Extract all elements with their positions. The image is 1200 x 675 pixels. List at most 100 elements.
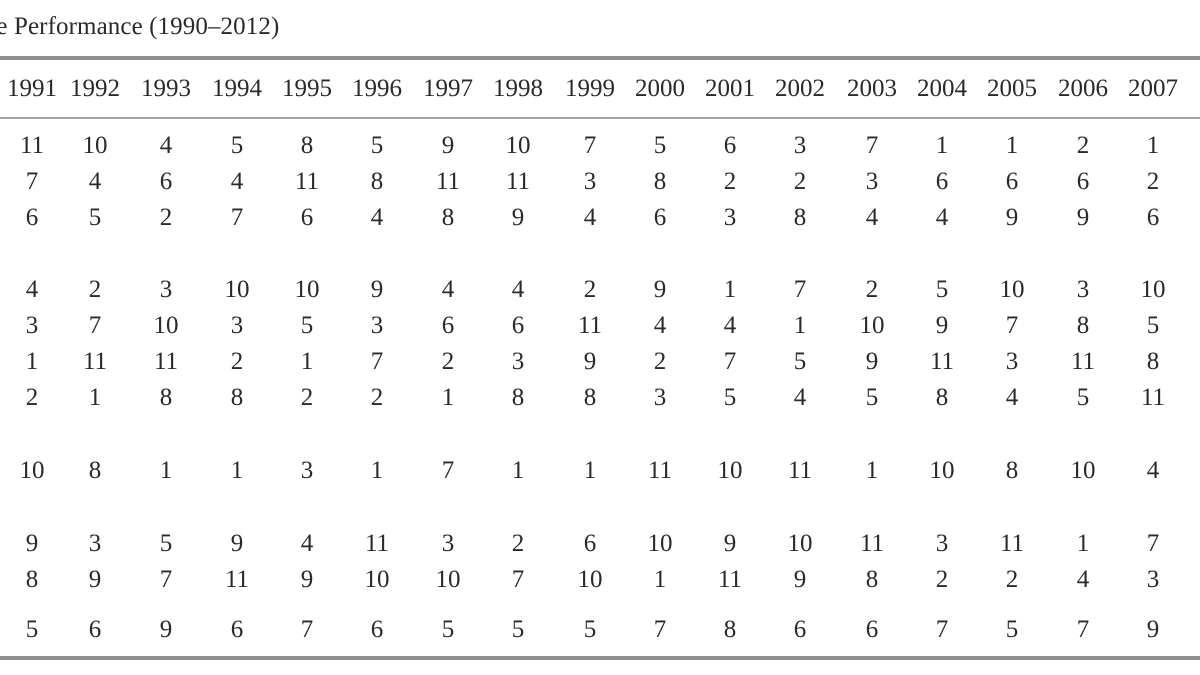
- column-header: 2004: [917, 75, 967, 102]
- table-cell: 3: [25, 312, 39, 339]
- table-cell: 7: [1076, 616, 1090, 643]
- column-header: 2005: [987, 75, 1037, 102]
- table-cell: 4: [25, 276, 39, 303]
- table-cell: 11: [647, 457, 673, 484]
- table-cell: 2: [159, 204, 173, 231]
- table-cell: 5: [511, 616, 525, 643]
- table-cell: 10: [294, 276, 320, 303]
- table-cell: 7: [230, 204, 244, 231]
- table-cell: 4: [1146, 457, 1160, 484]
- table-cell: 11: [1070, 348, 1096, 375]
- column-header: 1997: [423, 75, 473, 102]
- table-cell: 6: [865, 616, 879, 643]
- table-cell: 3: [1076, 276, 1090, 303]
- column-header: 2006: [1058, 75, 1108, 102]
- table-cell: 5: [1005, 616, 1019, 643]
- table-cell: 6: [370, 616, 384, 643]
- table-cell: 5: [1146, 312, 1160, 339]
- table-cell: 2: [1005, 566, 1019, 593]
- table-cell: 7: [583, 132, 597, 159]
- table-cell: 4: [583, 204, 597, 231]
- table-cell: 7: [865, 132, 879, 159]
- table-cell: 11: [717, 566, 743, 593]
- table-cell: 1: [1005, 132, 1019, 159]
- table-cell: 5: [865, 384, 879, 411]
- table-cell: 9: [583, 348, 597, 375]
- column-header: 1994: [212, 75, 262, 102]
- table-cell: 6: [653, 204, 667, 231]
- table-cell: 7: [1005, 312, 1019, 339]
- table-cell: 11: [999, 530, 1025, 557]
- table-cell: 9: [511, 204, 525, 231]
- table-cell: 11: [929, 348, 955, 375]
- table-cell: 4: [865, 204, 879, 231]
- table-cell: 4: [793, 384, 807, 411]
- table-cell: 4: [300, 530, 314, 557]
- table-cell: 10: [859, 312, 885, 339]
- column-header: 1999: [565, 75, 615, 102]
- table-cell: 8: [1005, 457, 1019, 484]
- table-cell: 7: [1146, 530, 1160, 557]
- table-cell: 2: [1076, 132, 1090, 159]
- table-cell: 2: [300, 384, 314, 411]
- table-cell: 6: [230, 616, 244, 643]
- table-cell: 1: [1076, 530, 1090, 557]
- table-cell: 9: [935, 312, 949, 339]
- table-cell: 7: [511, 566, 525, 593]
- table-cell: 8: [230, 384, 244, 411]
- table-cell: 3: [230, 312, 244, 339]
- table-cell: 6: [1005, 168, 1019, 195]
- table-cell: 1: [653, 566, 667, 593]
- table-cell: 4: [1005, 384, 1019, 411]
- table-cell: 4: [723, 312, 737, 339]
- table-cell: 10: [224, 276, 250, 303]
- table-cell: 6: [511, 312, 525, 339]
- table-cell: 11: [577, 312, 603, 339]
- table-cell: 3: [88, 530, 102, 557]
- table-cell: 1: [1146, 132, 1160, 159]
- table-cell: 9: [1146, 616, 1160, 643]
- column-header: 1996: [352, 75, 402, 102]
- table-cell: 4: [653, 312, 667, 339]
- table-cell: 3: [441, 530, 455, 557]
- table-cell: 3: [511, 348, 525, 375]
- table-cell: 9: [230, 530, 244, 557]
- table-cell: 8: [1076, 312, 1090, 339]
- column-header: 2007: [1128, 75, 1178, 102]
- table-cell: 10: [577, 566, 603, 593]
- table-cell: 7: [935, 616, 949, 643]
- column-header: 2000: [635, 75, 685, 102]
- table-cell: 1: [300, 348, 314, 375]
- table-cell: 2: [935, 566, 949, 593]
- table-cell: 8: [25, 566, 39, 593]
- table-cell: 4: [441, 276, 455, 303]
- table-cell: 10: [717, 457, 743, 484]
- table-cell: 9: [1076, 204, 1090, 231]
- column-header: 1993: [141, 75, 191, 102]
- table-cell: 2: [511, 530, 525, 557]
- table-cell: 9: [159, 616, 173, 643]
- table-cell: 11: [364, 530, 390, 557]
- table-cell: 6: [1076, 168, 1090, 195]
- table-cell: 4: [370, 204, 384, 231]
- table-cell: 2: [88, 276, 102, 303]
- column-header: 2003: [847, 75, 897, 102]
- table-cell: 3: [723, 204, 737, 231]
- table-cell: 2: [793, 168, 807, 195]
- table-cell: 9: [865, 348, 879, 375]
- table-cell: 5: [653, 132, 667, 159]
- column-header: 1991: [7, 75, 57, 102]
- table-cell: 3: [935, 530, 949, 557]
- table-cell: 9: [300, 566, 314, 593]
- table-cell: 9: [793, 566, 807, 593]
- table-cell: 5: [441, 616, 455, 643]
- table-top-rule: [0, 56, 1200, 60]
- table-cell: 8: [793, 204, 807, 231]
- table-cell: 6: [1146, 204, 1160, 231]
- table-cell: 10: [647, 530, 673, 557]
- table-cell: 9: [370, 276, 384, 303]
- table-cell: 5: [1076, 384, 1090, 411]
- table-cell: 5: [370, 132, 384, 159]
- table-cell: 3: [159, 276, 173, 303]
- table-cell: 1: [865, 457, 879, 484]
